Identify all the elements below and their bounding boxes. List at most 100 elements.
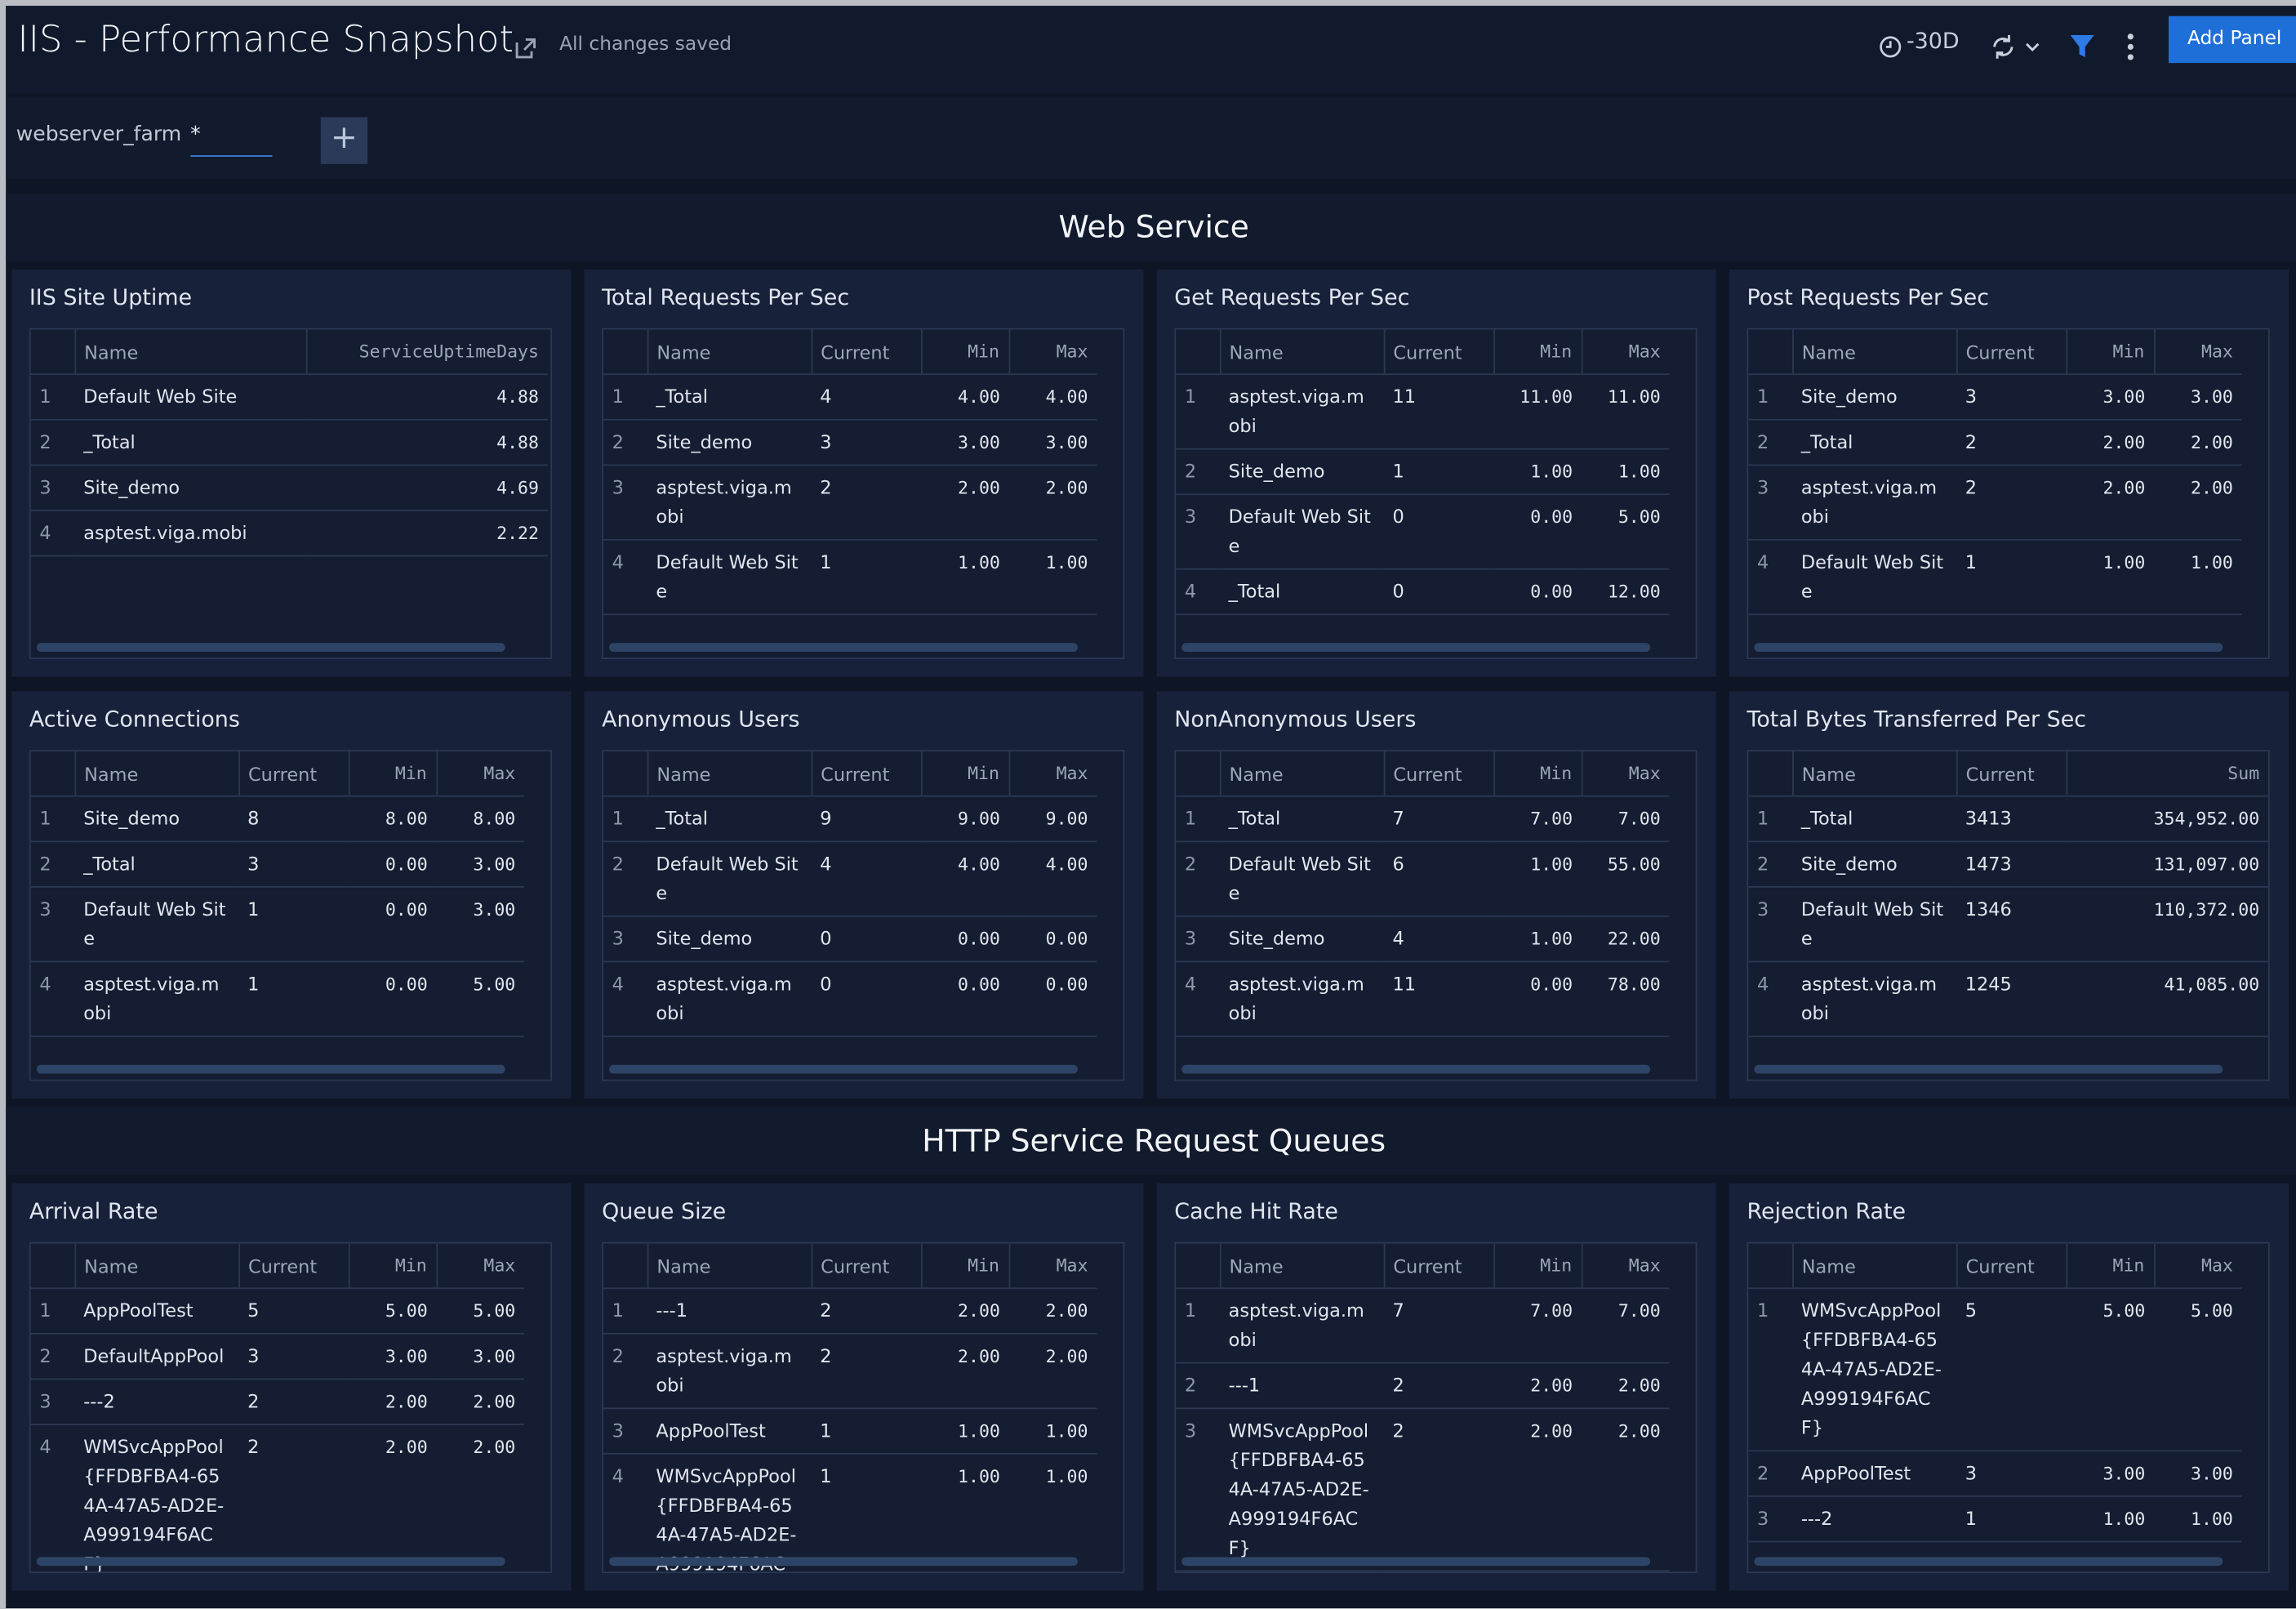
data-table: Name Current Min Max 1 _Total 7 7.00 7.00 2 Defaul… [1176, 751, 1670, 1037]
column-header: Min [1493, 1243, 1582, 1290]
panel-title: Anonymous Users [602, 706, 800, 733]
column-header: Max [1008, 329, 1097, 376]
add-panel-button[interactable]: Add Panel [2168, 16, 2296, 64]
table-cell: asptest.viga.mobi [1792, 961, 1956, 1037]
scrollbar [1754, 1557, 2223, 1567]
table-cell: 2.00 [1581, 1408, 1670, 1572]
table-cell: 1 [811, 1408, 922, 1455]
table-cell: 1 [238, 886, 349, 963]
table-row: 3 ---2 1 1.00 1.00 [1748, 1495, 2242, 1543]
row-index: 1 [30, 374, 75, 421]
table-container: Name Current Min Max 1 WMSvcAppPool{FFDBFBA4-… [1746, 1241, 2270, 1574]
table-cell: 5.00 [1581, 494, 1670, 570]
table-row: 4 asptest.viga.mobi 1 0.00 5.00 [30, 961, 525, 1037]
row-index: 3 [1176, 494, 1220, 570]
table-row: 3 Site_demo 4 1.00 22.00 [1176, 916, 1670, 963]
column-header: Min [347, 751, 437, 797]
column-header: Current [1956, 1243, 2067, 1290]
table-cell: 1.00 [1008, 539, 1097, 616]
panel: Queue Size Name Current Min Max 1 ---1 2 2.00 2.0… [584, 1183, 1144, 1591]
table-cell: 3 [1956, 374, 2067, 421]
table-cell: ---1 [1219, 1362, 1384, 1410]
panel: Post Requests Per Sec Name Current Min Max 1 S… [1729, 269, 2289, 677]
header-cell [1748, 751, 1793, 797]
data-table: Name Current Min Max 1 asptest.viga.mobi 11 11.… [1176, 329, 1670, 616]
row-index: 1 [603, 796, 647, 843]
row-index: 4 [30, 510, 75, 557]
table-row: 4 Default Web Site 1 1.00 1.00 [1748, 539, 2242, 616]
row-index: 3 [1748, 886, 1793, 963]
table-row: 4 _Total 0 0.00 12.00 [1176, 568, 1670, 616]
table-cell: 4.00 [1008, 374, 1097, 421]
header-row: Name Current Min Max [603, 1243, 1097, 1290]
column-header: Max [1580, 1243, 1670, 1290]
filter-icon[interactable] [2069, 32, 2095, 61]
table-cell: 0 [811, 916, 922, 963]
table-cell: 2.00 [2154, 465, 2242, 541]
table-cell: _Total [74, 841, 239, 888]
table-container: Name Current Min Max 1 _Total 9 9.00 9.00 2 Defaul… [602, 750, 1125, 1081]
table-cell: 2.00 [436, 1379, 525, 1425]
row-index: 1 [1176, 796, 1220, 843]
dashboard-title: IIS - Performance Snapshot [17, 17, 514, 60]
table-cell: AppPoolTest [1792, 1451, 1956, 1497]
table-cell: 2 [1956, 465, 2067, 541]
more-icon[interactable] [2125, 32, 2136, 61]
time-range[interactable]: -30D [1906, 28, 1960, 55]
row-index: 3 [603, 916, 647, 963]
column-header: Name [73, 329, 306, 376]
table-cell: 4 [811, 841, 922, 917]
panel-title: Total Bytes Transferred Per Sec [1746, 706, 2087, 733]
table-cell: 11 [1383, 961, 1494, 1037]
table-cell: asptest.viga.mobi [1219, 961, 1384, 1037]
table-cell: _Total [1219, 568, 1384, 616]
table-cell: DefaultAppPool [74, 1333, 239, 1380]
column-header: Min [347, 1243, 437, 1290]
data-table: Name Current Sum 1 _Total 3413 354,952.00 2 Site… [1748, 751, 2268, 1037]
table-row: 3 WMSvcAppPool{FFDBFBA4-654A-47A5-AD2E-A9… [1176, 1408, 1670, 1572]
add-filter-button[interactable]: + [320, 117, 368, 164]
row-index: 1 [603, 374, 647, 421]
panel: Anonymous Users Name Current Min Max 1 _Total 9… [584, 691, 1144, 1099]
header-row: Name ServiceUptimeDays [30, 329, 548, 376]
panel: IIS Site Uptime Name ServiceUptimeDays 1 Def… [11, 269, 572, 677]
table-cell: 7.00 [1493, 796, 1582, 843]
table-cell: 2.00 [348, 1424, 437, 1572]
table-cell: 4 [1383, 916, 1494, 963]
column-header: Min [920, 1243, 1009, 1290]
table-row: 4 asptest.viga.mobi 11 0.00 78.00 [1176, 961, 1670, 1037]
header-cell [1748, 1243, 1793, 1290]
header-cell [1176, 751, 1220, 797]
table-container: Name Current Min Max 1 _Total 4 4.00 4.00 2 Site_d… [602, 328, 1125, 660]
table-cell: 5.00 [2066, 1288, 2155, 1452]
header-row: Name Current Min Max [30, 1243, 525, 1290]
table-row: 1 _Total 4 4.00 4.00 [603, 374, 1097, 421]
row-index: 3 [30, 886, 75, 963]
table-cell: 2.22 [305, 510, 548, 557]
table-container: Name Current Min Max 1 Site_demo 8 8.00 8.00 2 _To… [29, 750, 553, 1081]
table-cell: Default Web Site [74, 374, 306, 421]
table-cell: 1 [811, 539, 922, 616]
filter-value[interactable]: * [190, 123, 273, 157]
column-header: Current [238, 1243, 349, 1290]
column-header: Name [1218, 329, 1384, 376]
data-table: Name Current Min Max 1 Site_demo 8 8.00 8.00 2 _To… [30, 751, 525, 1037]
header-cell [1748, 329, 1793, 376]
table-row: 4 Default Web Site 1 1.00 1.00 [603, 539, 1097, 616]
scrollbar [609, 1557, 1078, 1567]
refresh-icon[interactable] [1988, 32, 2044, 61]
top-bar: IIS - Performance Snapshot All changes s… [6, 6, 2296, 94]
share-icon[interactable] [513, 35, 539, 61]
column-header: Max [1008, 1243, 1097, 1290]
table-cell: _Total [647, 796, 812, 843]
table-cell: 5 [238, 1288, 349, 1335]
header-cell [603, 751, 647, 797]
column-header: Sum [2065, 751, 2268, 797]
table-container: Name ServiceUptimeDays 1 Default Web Site 4.… [29, 328, 553, 660]
column-header: Name [646, 751, 812, 797]
header-cell [30, 329, 75, 376]
table-cell: asptest.viga.mobi [647, 1333, 812, 1410]
row-index: 3 [603, 465, 647, 541]
